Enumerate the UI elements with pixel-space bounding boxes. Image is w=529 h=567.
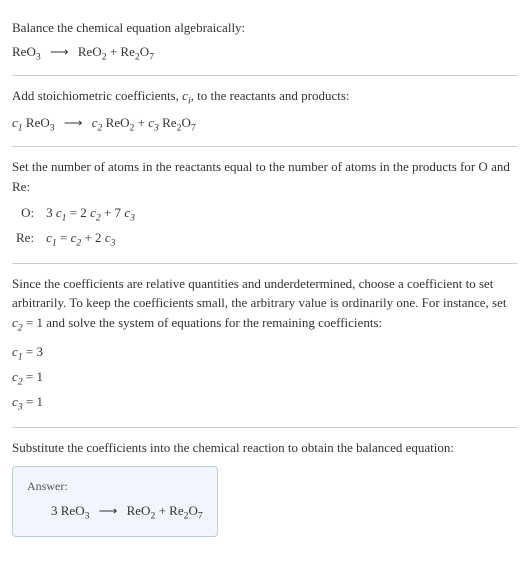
unbalanced-equation: ReO3 ⟶ ReO2 + Re2O7 xyxy=(12,42,517,65)
section-solve: Since the coefficients are relative quan… xyxy=(12,264,517,428)
species-re2o7: Re2O7 xyxy=(159,115,196,130)
product-reo2: ReO2 xyxy=(127,503,156,518)
product-re2o7: Re2O7 xyxy=(169,503,203,518)
table-row: Re: c1 = c2 + 2 c3 xyxy=(12,227,139,252)
c1: c1 xyxy=(12,115,23,130)
coeff-c3: c3 = 1 xyxy=(12,392,517,415)
section-atom-equations: Set the number of atoms in the reactants… xyxy=(12,147,517,262)
answer-label: Answer: xyxy=(27,477,203,495)
product-reo2: ReO2 xyxy=(78,44,107,59)
section-answer: Substitute the coefficients into the che… xyxy=(12,428,517,547)
answer-box: Answer: 3 ReO3 ⟶ ReO2 + Re2O7 xyxy=(12,466,218,537)
instruction-text: Substitute the coefficients into the che… xyxy=(12,438,517,458)
species-reo2: ReO2 xyxy=(102,115,134,130)
plus-sign: + xyxy=(134,115,148,130)
coefficient-solutions: c1 = 3 c2 = 1 c3 = 1 xyxy=(12,342,517,416)
equation-re: c1 = c2 + 2 c3 xyxy=(42,227,139,252)
arrow-icon: ⟶ xyxy=(58,115,89,130)
reactant-reo3: ReO3 xyxy=(61,503,90,518)
prompt-text: Balance the chemical equation algebraica… xyxy=(12,18,517,38)
coefficient-equation: c1 ReO3 ⟶ c2 ReO2 + c3 Re2O7 xyxy=(12,113,517,136)
section-add-coefficients: Add stoichiometric coefficients, ci, to … xyxy=(12,76,517,146)
element-label-re: Re: xyxy=(12,227,42,252)
arrow-icon: ⟶ xyxy=(44,44,75,59)
instruction-text: Set the number of atoms in the reactants… xyxy=(12,157,517,196)
element-label-o: O: xyxy=(12,202,42,227)
arrow-icon: ⟶ xyxy=(93,503,124,518)
c3: c3 xyxy=(148,115,159,130)
plus-sign: + xyxy=(107,44,121,59)
atom-balance-table: O: 3 c1 = 2 c2 + 7 c3 Re: c1 = c2 + 2 c3 xyxy=(12,202,139,252)
equation-o: 3 c1 = 2 c2 + 7 c3 xyxy=(42,202,139,227)
instruction-text: Add stoichiometric coefficients, ci, to … xyxy=(12,86,517,109)
lhs-coeff: 3 xyxy=(51,503,61,518)
coeff-c1: c1 = 3 xyxy=(12,342,517,365)
section-balance-prompt: Balance the chemical equation algebraica… xyxy=(12,8,517,75)
species-reo3: ReO3 xyxy=(23,115,55,130)
coeff-c2: c2 = 1 xyxy=(12,367,517,390)
instruction-text: Since the coefficients are relative quan… xyxy=(12,274,517,336)
c2-var: c2 xyxy=(12,315,23,330)
balanced-equation: 3 ReO3 ⟶ ReO2 + Re2O7 xyxy=(27,501,203,524)
reactant-reo3: ReO3 xyxy=(12,44,41,59)
product-re2o7: Re2O7 xyxy=(120,44,154,59)
plus-sign: + xyxy=(155,503,169,518)
table-row: O: 3 c1 = 2 c2 + 7 c3 xyxy=(12,202,139,227)
ci-var: ci xyxy=(182,88,191,103)
c2: c2 xyxy=(92,115,103,130)
